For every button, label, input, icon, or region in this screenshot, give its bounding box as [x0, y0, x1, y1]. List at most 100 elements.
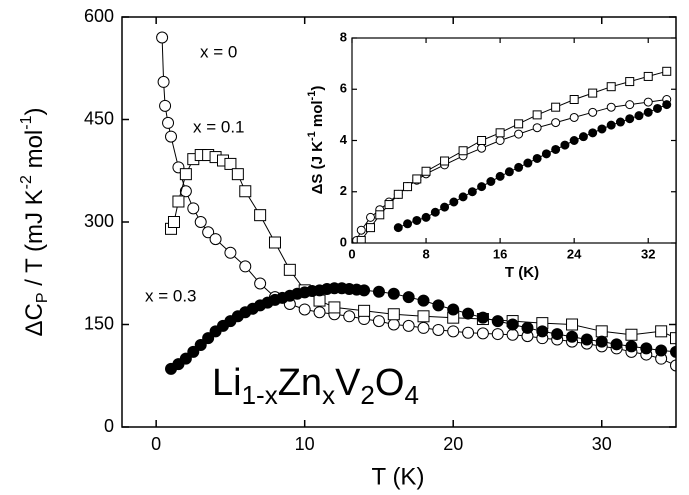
y-tick-label: 8	[340, 29, 347, 44]
marker	[514, 129, 524, 139]
marker	[606, 82, 616, 92]
marker	[239, 260, 252, 273]
formula-part: Zn	[278, 362, 322, 404]
y-label-part: ΔS (J K	[309, 141, 326, 194]
x-tick-label: 20	[443, 434, 463, 454]
marker	[467, 187, 477, 197]
marker	[384, 200, 394, 210]
marker	[536, 325, 549, 338]
y-tick-label: 6	[340, 81, 347, 96]
marker	[157, 75, 170, 88]
marker	[662, 66, 672, 76]
y-tick-label: 150	[84, 313, 114, 333]
marker	[652, 103, 662, 113]
marker	[387, 318, 400, 331]
marker	[476, 327, 489, 340]
inset-y-axis-label: ΔS (J K-1 mol-1)	[306, 86, 326, 195]
marker	[387, 287, 400, 300]
marker	[476, 311, 489, 324]
y-tick-label: 0	[340, 234, 347, 249]
marker	[615, 117, 625, 127]
formula-part: x	[322, 380, 335, 410]
y-label-part: )	[21, 108, 48, 116]
marker	[670, 345, 676, 358]
marker	[254, 209, 267, 222]
marker	[432, 299, 445, 312]
series-line	[356, 99, 667, 241]
marker	[588, 128, 598, 138]
marker	[634, 111, 644, 121]
y-label-part: -1	[306, 91, 318, 101]
x-axis-label: T (K)	[372, 463, 425, 490]
marker	[254, 277, 267, 290]
marker	[366, 212, 376, 222]
marker	[358, 284, 371, 297]
marker	[179, 352, 192, 365]
marker	[393, 189, 403, 199]
marker	[514, 119, 524, 129]
marker	[610, 338, 623, 351]
marker	[283, 263, 296, 276]
x-tick-label: 0	[348, 246, 355, 261]
marker	[625, 114, 635, 124]
marker	[440, 202, 450, 212]
marker	[578, 132, 588, 142]
x-tick-label: 10	[295, 434, 315, 454]
marker	[356, 235, 366, 243]
marker	[458, 146, 468, 156]
marker	[393, 223, 403, 233]
marker	[541, 149, 551, 159]
marker	[595, 335, 608, 348]
formula-part: 1-x	[242, 380, 278, 410]
series-label: x = 0	[200, 42, 237, 61]
marker	[179, 168, 192, 181]
marker	[328, 301, 341, 314]
marker	[356, 225, 366, 235]
marker	[643, 71, 653, 81]
marker	[387, 308, 400, 321]
formula: Li1-xZnxV2O4	[212, 362, 419, 410]
marker	[194, 216, 207, 228]
marker	[566, 318, 579, 331]
marker	[458, 192, 468, 202]
marker	[477, 143, 487, 153]
marker	[209, 233, 222, 246]
x-tick-label: 0	[151, 434, 161, 454]
marker	[662, 100, 672, 110]
formula-part: 4	[404, 380, 418, 410]
marker	[440, 156, 450, 166]
y-tick-label: 300	[84, 211, 114, 231]
marker	[521, 321, 534, 334]
marker	[202, 332, 215, 345]
y-label-part: mol	[21, 130, 48, 175]
formula-part: V	[335, 362, 361, 404]
marker	[670, 332, 676, 345]
marker	[655, 344, 668, 357]
y-label-part: -2	[18, 175, 35, 189]
inset-x-axis-label: T (K)	[505, 264, 539, 281]
marker	[268, 236, 281, 249]
marker	[560, 140, 570, 150]
marker	[159, 99, 172, 112]
marker	[606, 120, 616, 130]
x-tick-label: 32	[641, 246, 655, 261]
marker	[491, 328, 504, 341]
marker	[156, 31, 169, 44]
marker	[421, 166, 431, 176]
marker	[551, 328, 564, 341]
marker	[298, 303, 311, 316]
y-label-part: -1	[18, 115, 35, 129]
marker	[625, 77, 635, 87]
marker	[486, 177, 496, 186]
marker	[462, 307, 475, 320]
series-label: x = 0.3	[145, 286, 197, 305]
marker	[655, 325, 668, 338]
marker	[495, 136, 505, 145]
y-label-part: mol	[309, 100, 326, 131]
marker	[403, 219, 413, 229]
marker	[412, 215, 422, 225]
formula-part: Li	[212, 362, 242, 404]
marker	[313, 294, 326, 307]
marker	[477, 136, 487, 145]
marker	[588, 88, 598, 98]
